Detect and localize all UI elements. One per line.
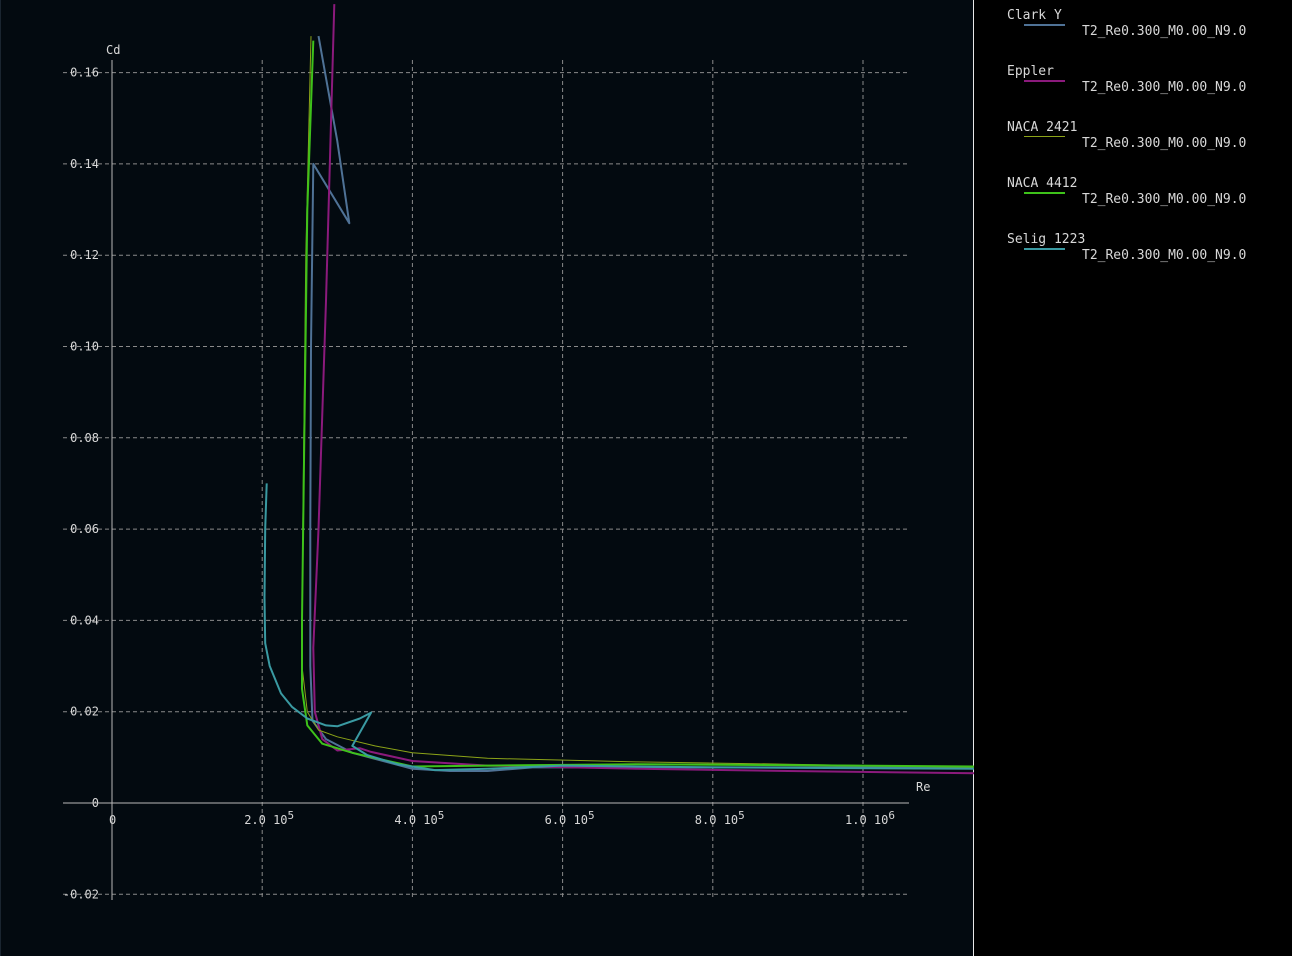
plot-area[interactable]: Cd Re 0 2.0 105 4.0 105 6.0 105 8.0 105 1.0 1… (0, 0, 975, 956)
x-tick-label: 0 (109, 813, 116, 827)
series-line-selig-1223 (263, 483, 975, 772)
y-tick-label: 0.14 (70, 157, 99, 171)
legend-label: Eppler (1007, 64, 1054, 79)
legend-label: NACA 2421 (1007, 120, 1078, 135)
legend-file-label: T2_Re0.300_M0.00_N9.0 (1082, 80, 1247, 95)
legend-entry-eppler[interactable]: Eppler T2_Re0.300_M0.00_N9.0 (974, 64, 1292, 104)
series-line-eppler (312, 4, 975, 775)
legend-swatch (1024, 136, 1065, 137)
legend-entry-naca-4412[interactable]: NACA 4412 T2_Re0.300_M0.00_N9.0 (974, 176, 1292, 216)
x-tick-label: 1.0 106 (845, 809, 895, 827)
x-tick-label: 8.0 105 (695, 809, 745, 827)
series-line-naca-4412 (301, 40, 975, 768)
x-tick-label: 2.0 105 (244, 809, 294, 827)
legend-label: NACA 4412 (1007, 176, 1078, 191)
x-tick-label: 4.0 105 (394, 809, 444, 827)
legend-swatch (1024, 80, 1065, 82)
legend-label: Clark Y (1007, 8, 1062, 23)
y-tick-label: 0.06 (70, 522, 99, 536)
y-tick-label: 0.08 (70, 431, 99, 445)
legend-label: Selig 1223 (1007, 232, 1086, 247)
series-line-clark-y (309, 35, 975, 772)
legend-panel: Clark Y T2_Re0.300_M0.00_N9.0 Eppler T2_… (974, 0, 1292, 956)
y-tick-label: 0.16 (70, 66, 99, 80)
axis-layer: Cd Re 0 2.0 105 4.0 105 6.0 105 8.0 105 1.0 1… (63, 43, 931, 901)
legend-entry-clark-y[interactable]: Clark Y T2_Re0.300_M0.00_N9.0 (974, 8, 1292, 48)
legend-entry-naca-2421[interactable]: NACA 2421 T2_Re0.300_M0.00_N9.0 (974, 120, 1292, 160)
legend-swatch (1024, 248, 1065, 250)
series-layer (263, 4, 975, 775)
legend-file-label: T2_Re0.300_M0.00_N9.0 (1082, 24, 1247, 39)
grid-layer (63, 60, 909, 900)
legend-swatch (1024, 192, 1065, 194)
y-tick-label: 0.12 (70, 248, 99, 262)
y-tick-label: 0.04 (70, 613, 99, 627)
series-line-naca-2421 (301, 36, 975, 768)
legend-swatch (1024, 24, 1065, 26)
x-axis-title: Re (916, 780, 930, 794)
y-tick-label: 0.02 (70, 705, 99, 719)
x-tick-label: 6.0 105 (545, 809, 595, 827)
y-tick-label: -0.02 (63, 887, 99, 901)
legend-file-label: T2_Re0.300_M0.00_N9.0 (1082, 136, 1247, 151)
legend-file-label: T2_Re0.300_M0.00_N9.0 (1082, 192, 1247, 207)
y-tick-label: 0.10 (70, 340, 99, 354)
cd-vs-re-chart: Cd Re 0 2.0 105 4.0 105 6.0 105 8.0 105 1.0 1… (63, 4, 975, 901)
legend-file-label: T2_Re0.300_M0.00_N9.0 (1082, 248, 1247, 263)
y-axis-title: Cd (106, 43, 120, 57)
legend-entry-selig-1223[interactable]: Selig 1223 T2_Re0.300_M0.00_N9.0 (974, 232, 1292, 272)
